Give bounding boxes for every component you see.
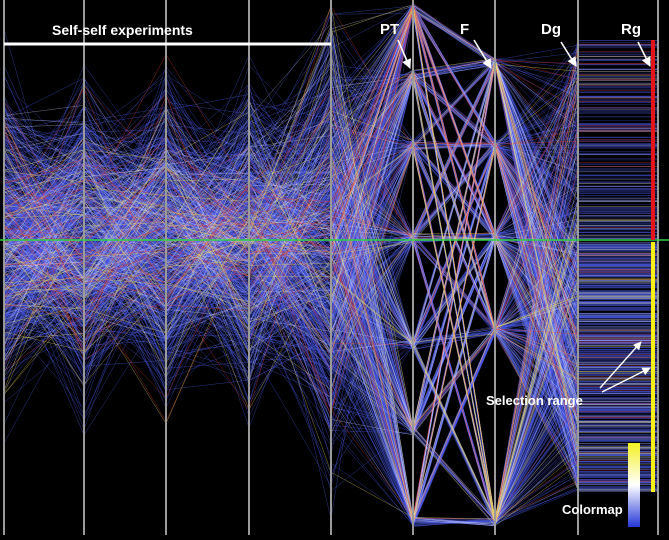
pt-arrow [397,39,412,69]
selection-arrow-2 [601,367,651,393]
dg-arrow [560,41,577,67]
colormap-label: Colormap [562,502,623,517]
selection-range-yellow [651,242,655,492]
selection-range-red [651,40,655,240]
rg-arrow [637,41,651,67]
axis-label-f: F [460,21,469,38]
f-arrow [473,39,492,69]
selection-range-label: Selection range [486,393,583,408]
axis-layer [3,0,659,535]
colormap-bar [628,443,640,527]
axis-label-pt: PT [380,21,399,38]
self-self-label: Self-self experiments [52,22,193,38]
axis-label-rg: Rg [621,21,641,38]
selection-arrow-1 [599,341,642,389]
axis-label-dg: Dg [541,21,561,38]
